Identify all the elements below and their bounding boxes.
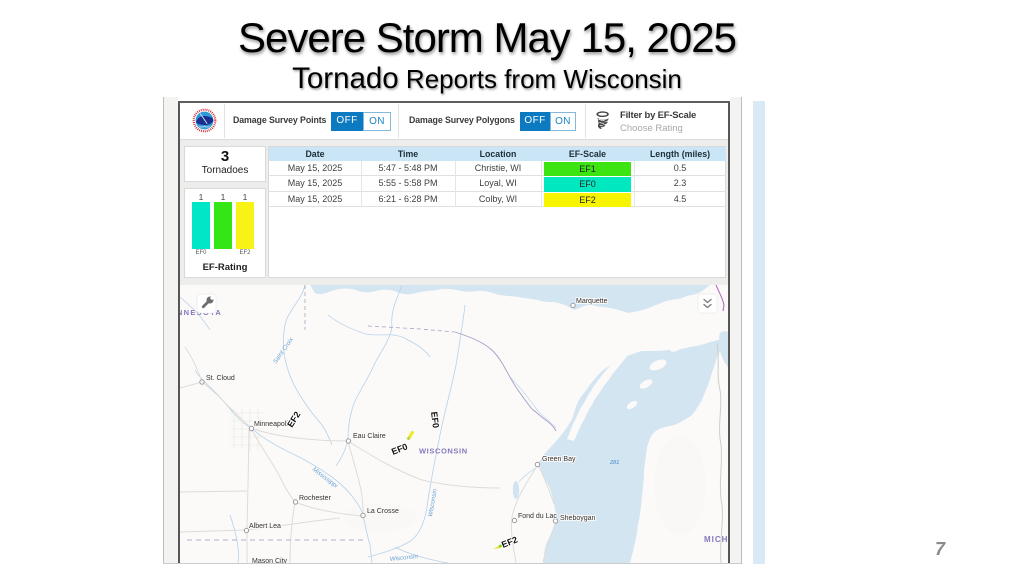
svg-text:Eau Claire: Eau Claire bbox=[353, 433, 386, 440]
svg-text:281: 281 bbox=[609, 460, 619, 466]
svg-text:Albert Lea: Albert Lea bbox=[249, 523, 281, 530]
svg-text:EF0: EF0 bbox=[429, 411, 441, 429]
svg-text:Mason City: Mason City bbox=[252, 558, 288, 563]
svg-text:Rochester: Rochester bbox=[299, 495, 332, 502]
svg-text:La Crosse: La Crosse bbox=[367, 508, 399, 515]
svg-text:Fond du Lac: Fond du Lac bbox=[518, 513, 557, 520]
svg-text:MICH: MICH bbox=[704, 535, 728, 544]
svg-text:Green Bay: Green Bay bbox=[542, 456, 576, 463]
svg-text:Wisconsin: Wisconsin bbox=[427, 488, 439, 517]
svg-text:Wisconsin: Wisconsin bbox=[389, 553, 418, 563]
svg-text:Marquette: Marquette bbox=[576, 298, 608, 305]
svg-text:WISCONSIN: WISCONSIN bbox=[419, 447, 468, 456]
svg-text:Minneapolis: Minneapolis bbox=[254, 421, 292, 428]
svg-text:St. Cloud: St. Cloud bbox=[206, 375, 235, 382]
svg-text:Sheboygan: Sheboygan bbox=[560, 515, 596, 522]
